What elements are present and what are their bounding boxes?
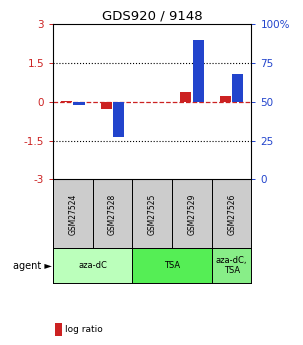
Bar — [73, 102, 85, 105]
Bar — [172, 179, 212, 248]
Bar — [212, 179, 251, 248]
Bar — [61, 101, 72, 102]
Title: GDS920 / 9148: GDS920 / 9148 — [102, 10, 203, 23]
Bar — [113, 102, 124, 137]
Text: log ratio: log ratio — [65, 325, 103, 334]
Text: GSM27525: GSM27525 — [148, 193, 157, 235]
Bar — [132, 179, 172, 248]
Text: TSA: TSA — [164, 261, 180, 270]
Bar — [212, 248, 251, 283]
Bar — [53, 248, 132, 283]
Text: GSM27526: GSM27526 — [227, 193, 236, 235]
Text: GSM27529: GSM27529 — [188, 193, 196, 235]
Text: GSM27528: GSM27528 — [108, 193, 117, 235]
Bar — [192, 40, 204, 102]
Bar — [93, 179, 132, 248]
Text: GSM27524: GSM27524 — [68, 193, 77, 235]
Text: aza-dC: aza-dC — [78, 261, 107, 270]
Bar — [220, 96, 231, 102]
Bar — [180, 92, 191, 102]
Bar — [132, 248, 212, 283]
Bar — [232, 74, 243, 102]
Text: agent ►: agent ► — [13, 261, 52, 270]
Text: aza-dC,
TSA: aza-dC, TSA — [216, 256, 247, 275]
Bar — [101, 102, 112, 109]
Bar — [53, 179, 93, 248]
